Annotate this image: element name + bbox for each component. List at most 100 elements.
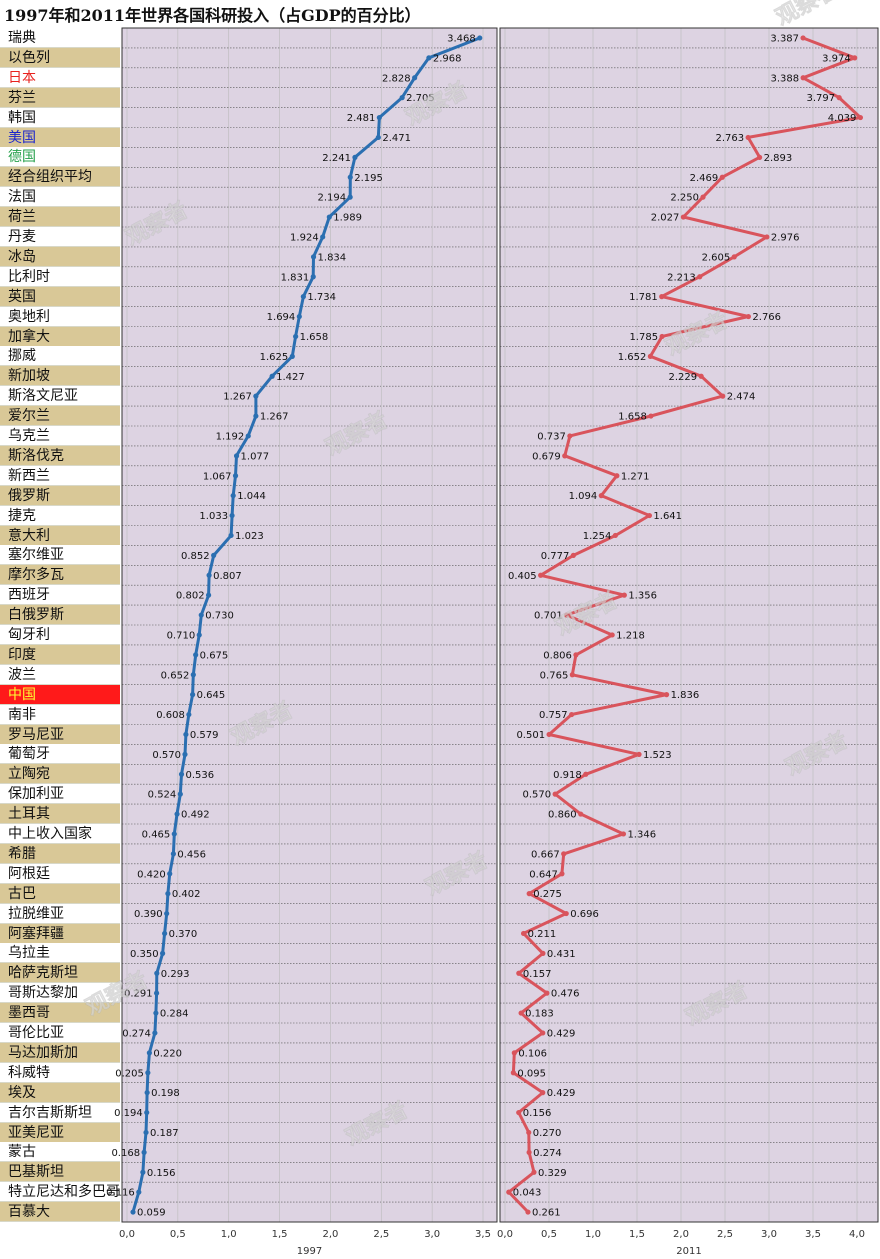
country-label: 希腊 [0,843,120,864]
data-label: 0.737 [537,431,566,442]
data-label: 0.043 [513,1188,542,1199]
data-label: 1.094 [569,491,598,502]
country-label: 古巴 [0,883,120,904]
data-point [697,274,703,280]
country-label: 摩尔多瓦 [0,565,120,586]
data-label: 0.807 [213,571,242,582]
data-point [506,1189,512,1195]
country-label: 蒙古 [0,1142,120,1163]
data-point [540,1030,546,1036]
data-point [520,930,527,937]
data-point [164,910,170,917]
country-label: 韩国 [0,107,120,128]
data-point [612,532,618,539]
data-label: 0.194 [114,1108,143,1119]
data-label: 0.095 [517,1068,546,1079]
series-1997-line [131,36,481,1213]
x-tick-label: 0,5 [541,1229,557,1240]
data-point [171,831,177,837]
data-point [289,353,295,359]
country-label: 亚美尼亚 [0,1122,120,1143]
data-label: 0.187 [150,1128,179,1139]
data-point [153,990,160,996]
data-label: 1.267 [223,392,252,403]
data-point [719,174,725,180]
country-label: 俄罗斯 [0,485,120,506]
data-point [836,95,842,101]
country-label: 乌克兰 [0,426,120,446]
data-label: 0.679 [532,451,561,462]
data-point [170,851,176,857]
data-point [857,114,864,121]
data-point [559,871,565,877]
data-label: 0.431 [547,949,576,960]
country-label: 荷兰 [0,207,120,228]
country-label: 乌拉圭 [0,943,120,964]
country-label: 巴基斯坦 [0,1162,120,1183]
data-point [399,95,405,101]
data-label: 1.192 [216,431,245,442]
data-label: 2.893 [764,153,793,164]
country-label: 埃及 [0,1082,120,1103]
chart-title: 1997年和2011年世界各国科研投入（占GDP的百分比） [4,6,421,25]
data-point [540,1090,546,1096]
x-tick-label: 3,0 [424,1229,440,1240]
x-tick-label: 2,5 [717,1229,733,1240]
plot-border [121,27,498,1223]
data-point [347,174,353,180]
data-label: 0.852 [181,551,210,562]
data-label: 2.250 [670,193,699,204]
data-label: 0.329 [538,1168,567,1179]
data-label: 0.645 [197,690,226,701]
data-label: 3.797 [806,93,835,104]
data-point [526,891,532,897]
series-2011-line [507,36,862,1214]
data-label: 0.116 [106,1188,135,1199]
data-point [206,572,212,578]
data-label: 1.781 [629,292,658,303]
data-point [310,254,317,260]
data-point [293,333,299,340]
data-label: 0.667 [531,849,560,860]
data-point [546,731,552,738]
data-point [764,234,770,240]
data-point [531,1169,537,1175]
data-point [232,473,239,479]
x-tick-label: 0,5 [170,1229,186,1240]
data-point [756,154,763,160]
country-label: 科威特 [0,1062,120,1083]
data-point [477,35,483,41]
data-label: 1.658 [618,412,647,423]
data-label: 0.270 [533,1128,562,1139]
x-tick-label: 0,0 [497,1229,513,1240]
country-label: 冰岛 [0,246,120,267]
data-label: 1.924 [290,232,319,243]
data-point [152,1030,158,1036]
country-label: 墨西哥 [0,1003,120,1024]
data-label: 2.968 [433,53,462,64]
country-label: 中上收入国家 [0,824,120,844]
data-point [680,214,686,220]
data-point [745,134,751,141]
data-point [562,453,568,459]
country-label: 斯洛伐克 [0,445,120,466]
data-point [570,552,576,558]
data-label: 0.211 [528,929,557,940]
data-point [646,512,653,519]
data-label: 1.834 [318,252,347,263]
data-label: 0.183 [525,1009,554,1020]
country-label: 法国 [0,187,120,208]
data-label: 0.059 [137,1208,166,1219]
country-label: 阿塞拜疆 [0,923,120,944]
data-label: 1.044 [237,491,266,502]
data-point [583,771,589,777]
data-label: 1.836 [671,690,700,701]
data-point [563,910,569,917]
data-label: 1.641 [653,511,682,522]
data-point [352,154,358,160]
data-point [296,313,302,320]
country-label: 意大利 [0,525,120,546]
data-point [609,632,615,638]
data-point [375,134,381,141]
